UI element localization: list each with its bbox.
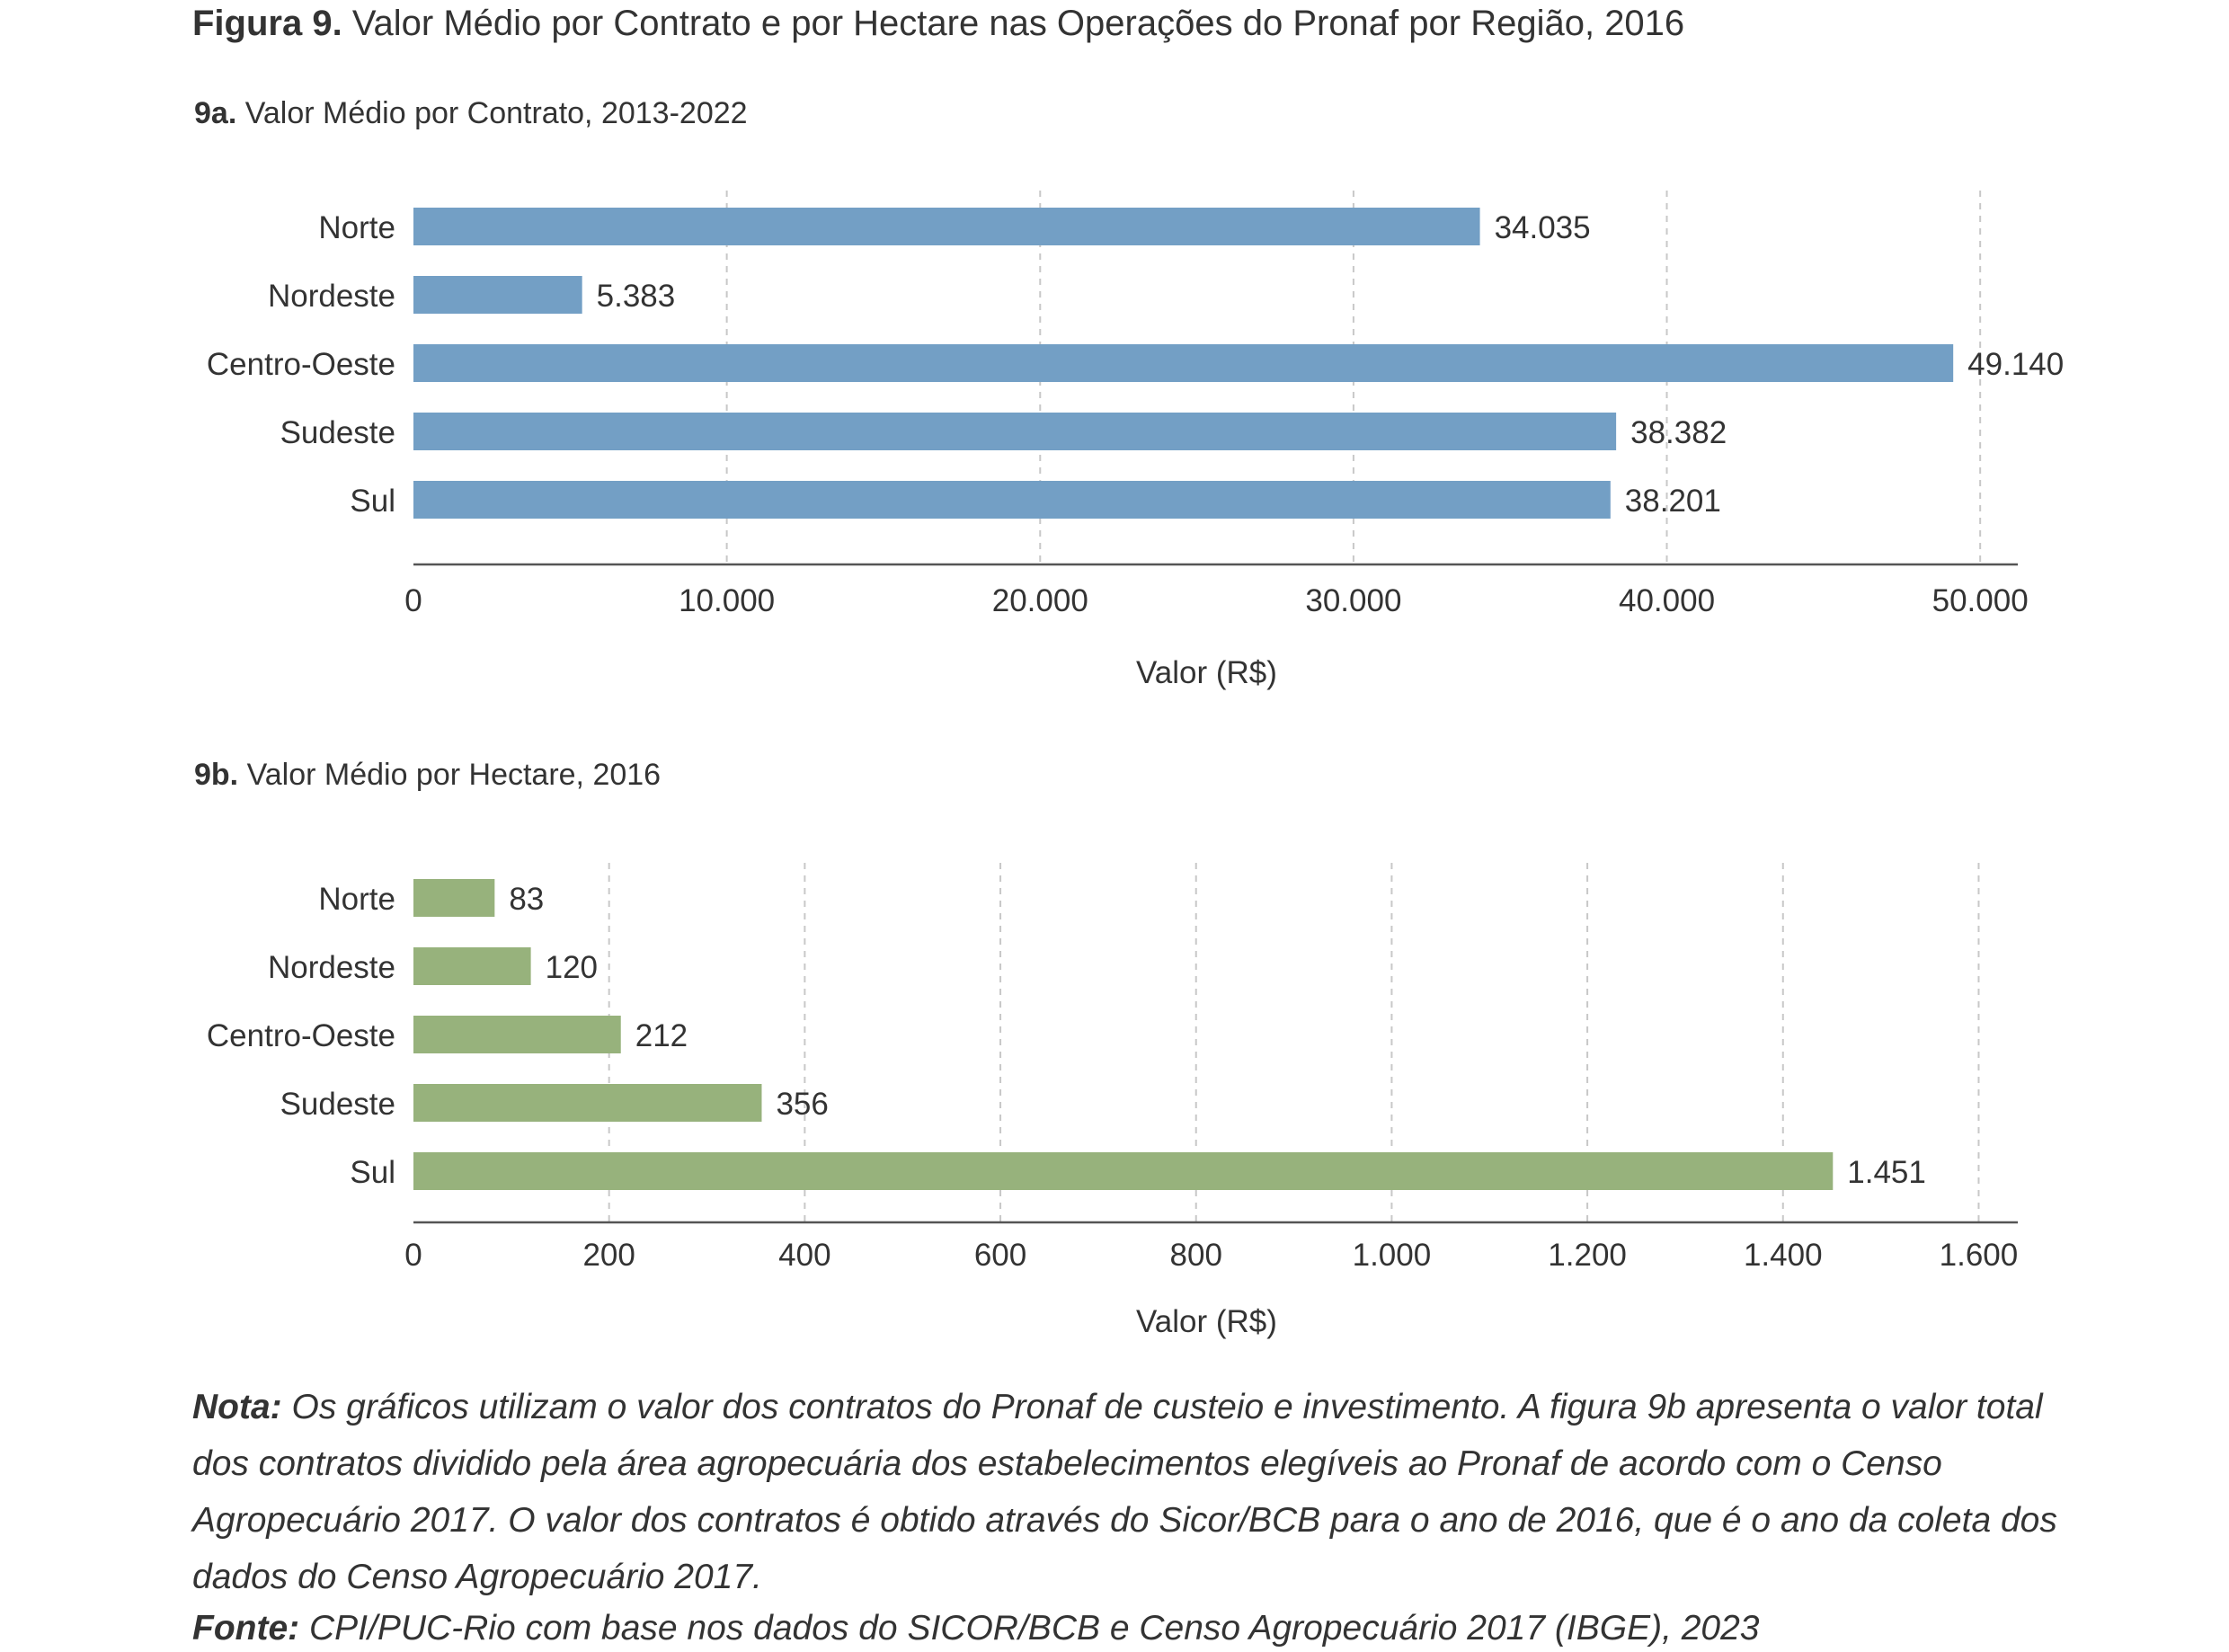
chart-b-value-label-3: 356	[776, 1087, 828, 1122]
chart-b-category-label-0: Norte	[318, 882, 395, 917]
chart-b-tick-label-7: 1.400	[1744, 1238, 1823, 1273]
figure-title: Figura 9. Valor Médio por Contrato e por…	[192, 0, 1684, 47]
chart-a-value-label-4: 38.201	[1625, 484, 1721, 519]
chart-b-bar-1	[413, 947, 531, 985]
chart-b-value-label-4: 1.451	[1847, 1155, 1926, 1190]
chart-b-tick-label-5: 1.000	[1353, 1238, 1432, 1273]
chart-b-value-label-0: 83	[509, 882, 544, 917]
chart-b-tick-label-1: 200	[582, 1238, 635, 1273]
chart-b-tick-label-3: 600	[974, 1238, 1026, 1273]
chart-a-bar-4	[413, 481, 1611, 519]
chart-a-bar-2	[413, 344, 1954, 382]
chart-b-category-label-4: Sul	[350, 1155, 395, 1190]
source-text: CPI/PUC-Rio com base nos dados do SICOR/…	[308, 1609, 1760, 1648]
chart-b-x-axis-title: Valor (R$)	[1136, 1304, 1277, 1339]
chart-a-label: 9a.	[194, 96, 237, 130]
chart-a-category-label-1: Nordeste	[268, 279, 395, 314]
chart-b-category-label-2: Centro-Oeste	[207, 1018, 395, 1053]
chart-b-bar-4	[413, 1152, 1834, 1190]
chart-a-value-label-2: 49.140	[1967, 347, 2064, 382]
chart-a-value-label-3: 38.382	[1630, 415, 1727, 450]
chart-b-title: 9b. Valor Médio por Hectare, 2016	[194, 755, 661, 795]
chart-a-tick-label-5: 50.000	[1932, 583, 2029, 618]
chart-a-title-text: Valor Médio por Contrato, 2013-2022	[244, 96, 748, 130]
figure-label: Figura 9.	[192, 4, 342, 43]
chart-a-category-label-0: Norte	[318, 210, 395, 245]
figure-title-text: Valor Médio por Contrato e por Hectare n…	[351, 4, 1685, 43]
chart-a-tick-label-3: 30.000	[1305, 583, 1401, 618]
chart-b-tick-label-8: 1.600	[1940, 1238, 2019, 1273]
chart-a-bar-1	[413, 276, 582, 314]
chart-b: Norte 83 Nordeste 120 Centro-Oeste 212 Sudeste…	[207, 863, 2019, 1339]
chart-b-tick-label-4: 800	[1170, 1238, 1222, 1273]
chart-b-tick-label-6: 1.200	[1548, 1238, 1627, 1273]
chart-b-label: 9b.	[194, 758, 239, 792]
chart-a-tick-label-4: 40.000	[1619, 583, 1715, 618]
chart-b-bar-3	[413, 1084, 762, 1122]
chart-b-bar-0	[413, 879, 495, 917]
source-label: Fonte:	[192, 1609, 300, 1648]
chart-a-value-label-1: 5.383	[597, 279, 676, 314]
chart-a: Norte 34.035 Nordeste 5.383 Centro-Oeste 49.1…	[207, 191, 2064, 690]
note: Nota: Os gráficos utilizam o valor dos c…	[192, 1379, 2071, 1605]
chart-a-category-label-4: Sul	[350, 484, 395, 519]
chart-b-bar-2	[413, 1016, 621, 1053]
chart-b-category-label-1: Nordeste	[268, 950, 395, 985]
chart-b-value-label-2: 212	[635, 1018, 688, 1053]
chart-b-value-label-1: 120	[546, 950, 598, 985]
chart-b-tick-label-0: 0	[404, 1238, 422, 1273]
note-text: Os gráficos utilizam o valor dos contrat…	[192, 1388, 2057, 1596]
chart-a-bar-3	[413, 413, 1617, 450]
chart-a-x-axis-title: Valor (R$)	[1136, 655, 1277, 690]
chart-a-tick-label-0: 0	[404, 583, 422, 618]
chart-a-title: 9a. Valor Médio por Contrato, 2013-2022	[194, 93, 748, 133]
chart-a-tick-label-1: 10.000	[679, 583, 775, 618]
chart-a-category-label-3: Sudeste	[280, 415, 395, 450]
note-label: Nota:	[192, 1388, 282, 1426]
chart-a-tick-label-2: 20.000	[992, 583, 1088, 618]
chart-a-bar-0	[413, 208, 1480, 245]
chart-b-tick-label-2: 400	[778, 1238, 830, 1273]
chart-b-category-label-3: Sudeste	[280, 1087, 395, 1122]
chart-a-value-label-0: 34.035	[1495, 210, 1591, 245]
chart-a-category-label-2: Centro-Oeste	[207, 347, 395, 382]
source: Fonte: CPI/PUC-Rio com base nos dados do…	[192, 1605, 1760, 1652]
chart-b-title-text: Valor Médio por Hectare, 2016	[246, 758, 662, 792]
